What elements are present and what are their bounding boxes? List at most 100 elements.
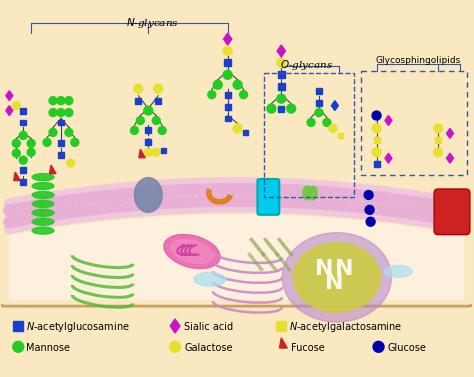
Circle shape xyxy=(177,179,186,188)
Circle shape xyxy=(4,205,15,216)
Circle shape xyxy=(407,208,418,219)
Circle shape xyxy=(102,202,113,213)
Polygon shape xyxy=(14,172,20,181)
Circle shape xyxy=(321,207,330,216)
Circle shape xyxy=(171,197,182,208)
Circle shape xyxy=(327,181,336,190)
Circle shape xyxy=(343,189,354,200)
Circle shape xyxy=(362,184,371,193)
Circle shape xyxy=(19,132,27,139)
Text: Mannose: Mannose xyxy=(26,343,70,353)
Circle shape xyxy=(96,191,107,202)
Circle shape xyxy=(176,185,187,196)
Bar xyxy=(20,120,26,126)
Ellipse shape xyxy=(303,186,311,200)
Circle shape xyxy=(384,187,393,196)
Circle shape xyxy=(373,341,384,352)
Circle shape xyxy=(269,196,280,207)
Circle shape xyxy=(251,196,262,207)
Circle shape xyxy=(201,178,210,187)
Circle shape xyxy=(114,209,123,218)
Circle shape xyxy=(119,189,130,200)
Circle shape xyxy=(200,184,210,195)
Circle shape xyxy=(292,179,301,188)
Circle shape xyxy=(154,186,164,197)
Circle shape xyxy=(448,222,457,231)
Circle shape xyxy=(44,210,55,221)
Bar xyxy=(435,137,441,143)
Circle shape xyxy=(287,104,296,113)
Circle shape xyxy=(298,205,307,214)
Polygon shape xyxy=(170,319,180,333)
Circle shape xyxy=(372,192,383,203)
Circle shape xyxy=(263,184,273,195)
Circle shape xyxy=(165,185,176,196)
Circle shape xyxy=(57,109,65,116)
Circle shape xyxy=(447,215,458,225)
Circle shape xyxy=(206,178,215,187)
Bar xyxy=(278,106,284,112)
Circle shape xyxy=(383,193,394,204)
Circle shape xyxy=(396,188,405,198)
Circle shape xyxy=(27,213,38,224)
Circle shape xyxy=(378,204,389,215)
Circle shape xyxy=(142,187,153,198)
Circle shape xyxy=(195,204,204,213)
Polygon shape xyxy=(49,165,56,174)
Ellipse shape xyxy=(283,233,392,322)
Circle shape xyxy=(189,178,198,187)
Polygon shape xyxy=(280,338,287,348)
Circle shape xyxy=(218,178,227,187)
Circle shape xyxy=(148,186,159,197)
Circle shape xyxy=(67,159,75,167)
Circle shape xyxy=(396,215,405,224)
Circle shape xyxy=(10,198,19,207)
Circle shape xyxy=(90,204,101,215)
Circle shape xyxy=(326,187,337,198)
Circle shape xyxy=(246,196,256,207)
Ellipse shape xyxy=(32,182,54,190)
Circle shape xyxy=(274,196,285,207)
Circle shape xyxy=(96,203,107,214)
Circle shape xyxy=(73,206,84,217)
Circle shape xyxy=(366,203,377,214)
FancyBboxPatch shape xyxy=(257,179,279,215)
Bar xyxy=(20,107,26,113)
Circle shape xyxy=(130,200,141,210)
Circle shape xyxy=(189,204,198,213)
Circle shape xyxy=(329,124,337,132)
Circle shape xyxy=(453,204,464,215)
Circle shape xyxy=(15,215,26,225)
Circle shape xyxy=(459,199,468,208)
Circle shape xyxy=(448,197,457,206)
Bar xyxy=(278,83,285,90)
Circle shape xyxy=(33,200,44,211)
Circle shape xyxy=(67,195,78,205)
Bar xyxy=(161,148,165,153)
Circle shape xyxy=(62,195,73,206)
Circle shape xyxy=(224,204,232,212)
Bar xyxy=(264,73,354,197)
Circle shape xyxy=(355,202,366,213)
Circle shape xyxy=(27,201,38,211)
Circle shape xyxy=(154,198,164,209)
Circle shape xyxy=(361,190,372,201)
Bar xyxy=(225,115,231,121)
Circle shape xyxy=(114,183,123,192)
Circle shape xyxy=(292,197,302,208)
Circle shape xyxy=(195,178,204,187)
Circle shape xyxy=(246,178,255,187)
Circle shape xyxy=(113,189,124,200)
Circle shape xyxy=(148,198,159,209)
Circle shape xyxy=(303,198,314,208)
Polygon shape xyxy=(139,149,146,158)
Bar xyxy=(316,100,322,106)
Polygon shape xyxy=(385,115,392,126)
Circle shape xyxy=(182,196,193,207)
Circle shape xyxy=(252,178,261,187)
Circle shape xyxy=(65,109,73,116)
Circle shape xyxy=(309,198,320,209)
Circle shape xyxy=(233,80,242,89)
Circle shape xyxy=(10,224,19,233)
Circle shape xyxy=(155,206,164,215)
